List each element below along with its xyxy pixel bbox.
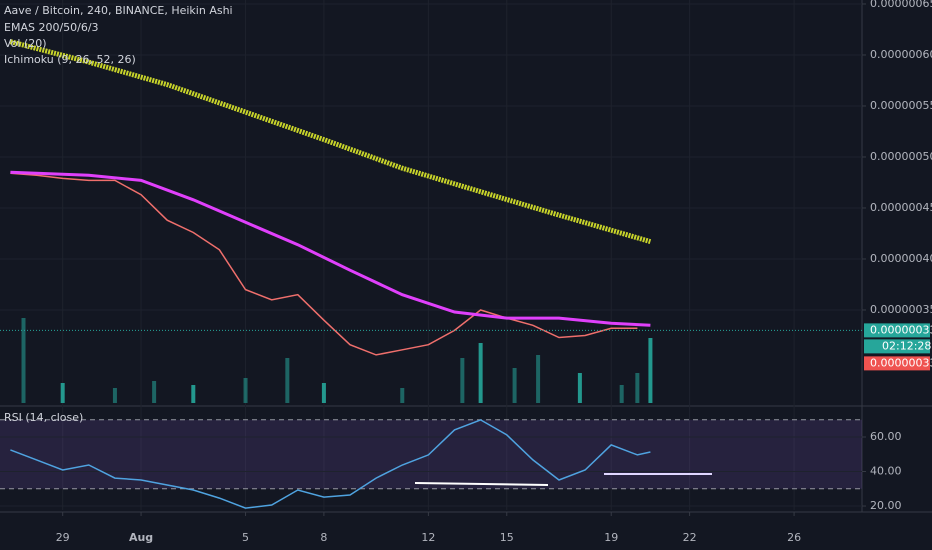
indicator-legend: Vol (20): [4, 37, 47, 50]
rsi-legend: RSI (14, close): [4, 411, 83, 424]
series-line: [10, 419, 651, 509]
volume-bar: [191, 385, 196, 403]
price-label-box: [864, 356, 930, 371]
last-price-label: 0.00000033: [870, 356, 932, 369]
volume-bar: [536, 355, 541, 403]
volume-bar: [648, 338, 653, 403]
y-tick-label: 60.00: [870, 430, 902, 443]
drawn-line: [414, 482, 549, 486]
volume-bar: [112, 388, 117, 403]
x-tick-label: Aug: [129, 531, 153, 544]
x-tick-label: 12: [421, 531, 435, 544]
volume-bar: [243, 378, 248, 403]
x-tick-label: 8: [320, 531, 327, 544]
series-line: [10, 172, 638, 356]
x-tick-label: 22: [683, 531, 697, 544]
y-tick-label: 0.00000060: [870, 48, 932, 61]
volume-bar: [285, 358, 290, 403]
volume-bar: [577, 373, 582, 403]
volume-bar: [321, 383, 326, 403]
x-tick-label: 26: [787, 531, 801, 544]
y-tick-label: 0.00000050: [870, 150, 932, 163]
series-line: [10, 170, 651, 327]
volume-bar: [512, 368, 517, 403]
x-tick-label: 19: [604, 531, 618, 544]
y-tick-label: 0.00000065: [870, 0, 932, 10]
volume-bar: [400, 388, 405, 403]
volume-bar: [460, 358, 465, 403]
y-tick-label: 0.00000035: [870, 303, 932, 316]
rsi-band: [0, 419, 862, 489]
volume-bar: [152, 381, 157, 403]
symbol-legend: Aave / Bitcoin, 240, BINANCE, Heikin Ash…: [4, 4, 233, 17]
series-line: [9, 39, 652, 245]
x-tick-label: 5: [242, 531, 249, 544]
y-tick-label: 40.00: [870, 465, 902, 478]
volume-bar: [21, 318, 26, 403]
indicator-legend: Ichimoku (9, 26, 52, 26): [4, 53, 136, 66]
y-tick-label: 0.00000055: [870, 99, 932, 112]
last-price-label: 0.00000033: [870, 323, 932, 336]
y-tick-label: 0.00000045: [870, 201, 932, 214]
volume-bar: [60, 383, 65, 403]
x-tick-label: 29: [56, 531, 70, 544]
volume-bar: [478, 343, 483, 403]
y-tick-label: 20.00: [870, 499, 902, 512]
price-label-box: [864, 323, 930, 338]
indicator-legend: EMAS 200/50/6/3: [4, 21, 99, 34]
x-tick-label: 15: [500, 531, 514, 544]
countdown-box: [864, 339, 930, 354]
volume-bar: [635, 373, 640, 403]
volume-bar: [619, 385, 624, 403]
countdown: 02:12:28: [882, 339, 931, 352]
y-tick-label: 0.00000040: [870, 252, 932, 265]
